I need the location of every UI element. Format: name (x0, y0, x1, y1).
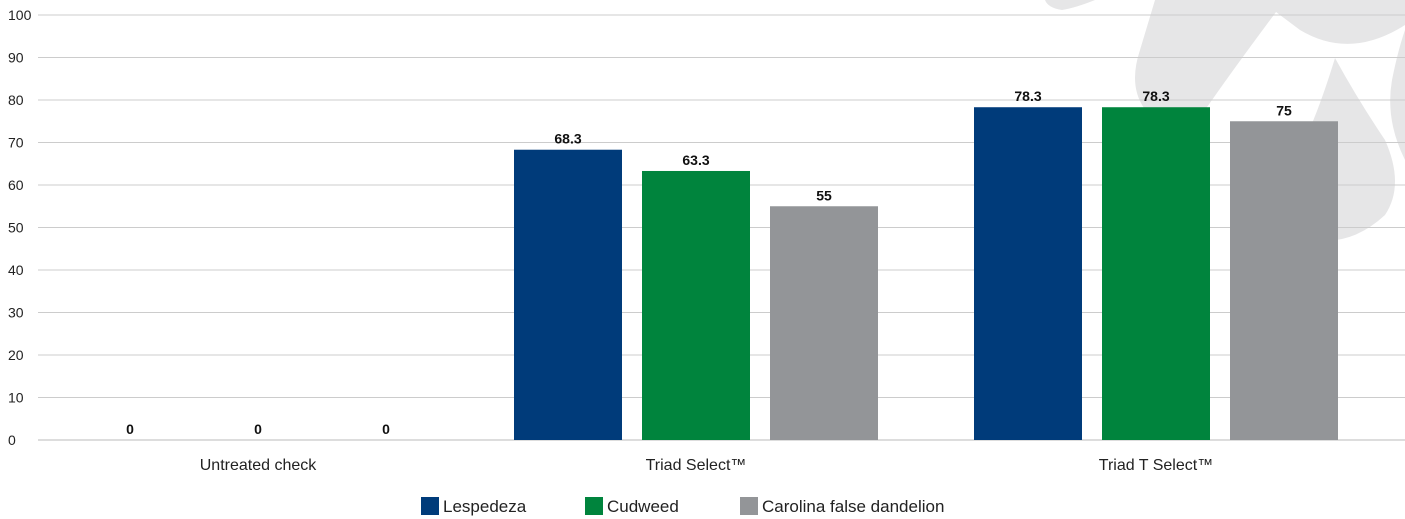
bar-1-1 (642, 170, 750, 440)
bars (514, 107, 1338, 440)
y-tick-label: 100 (8, 7, 32, 23)
y-tick-label: 40 (8, 262, 24, 278)
legend: Lespedeza Cudweed Carolina false dandelion (421, 497, 944, 516)
legend-label: Cudweed (607, 497, 679, 516)
data-label: 78.3 (1142, 88, 1169, 104)
data-label: 75 (1276, 102, 1292, 118)
y-tick-label: 0 (8, 432, 16, 448)
legend-swatch (585, 497, 603, 515)
legend-swatch (740, 497, 758, 515)
bar-2-2 (1230, 121, 1338, 440)
data-labels: 0 0 0 68.3 63.3 55 78.3 78.3 75 (126, 88, 1292, 437)
legend-label: Carolina false dandelion (762, 497, 944, 516)
y-tick-label: 70 (8, 135, 24, 151)
data-label: 0 (254, 421, 262, 437)
data-label: 0 (382, 421, 390, 437)
x-tick-label: Untreated check (200, 457, 318, 474)
bar-1-0 (514, 149, 622, 440)
data-label: 68.3 (554, 131, 581, 147)
y-tick-label: 10 (8, 390, 24, 406)
y-tick-label: 20 (8, 347, 24, 363)
y-tick-label: 50 (8, 220, 24, 236)
y-tick-label: 80 (8, 92, 24, 108)
legend-label: Lespedeza (443, 497, 527, 516)
data-label: 63.3 (682, 152, 709, 168)
data-label: 55 (816, 187, 832, 203)
y-tick-label: 90 (8, 50, 24, 66)
data-label: 78.3 (1014, 88, 1041, 104)
bar-2-1 (1102, 107, 1210, 440)
data-label: 0 (126, 421, 134, 437)
x-tick-label: Triad Select™ (646, 457, 747, 474)
bar-2-0 (974, 107, 1082, 440)
y-axis-ticks: 0 10 20 30 40 50 60 70 80 90 100 (8, 7, 32, 448)
x-axis-labels: Untreated check Triad Select™ Triad T Sele… (200, 457, 1213, 474)
background-droplet-decoration (1045, 0, 1405, 241)
x-tick-label: Triad T Select™ (1099, 457, 1213, 474)
bar-1-2 (770, 206, 878, 440)
legend-swatch (421, 497, 439, 515)
y-tick-label: 30 (8, 305, 24, 321)
y-tick-label: 60 (8, 177, 24, 193)
